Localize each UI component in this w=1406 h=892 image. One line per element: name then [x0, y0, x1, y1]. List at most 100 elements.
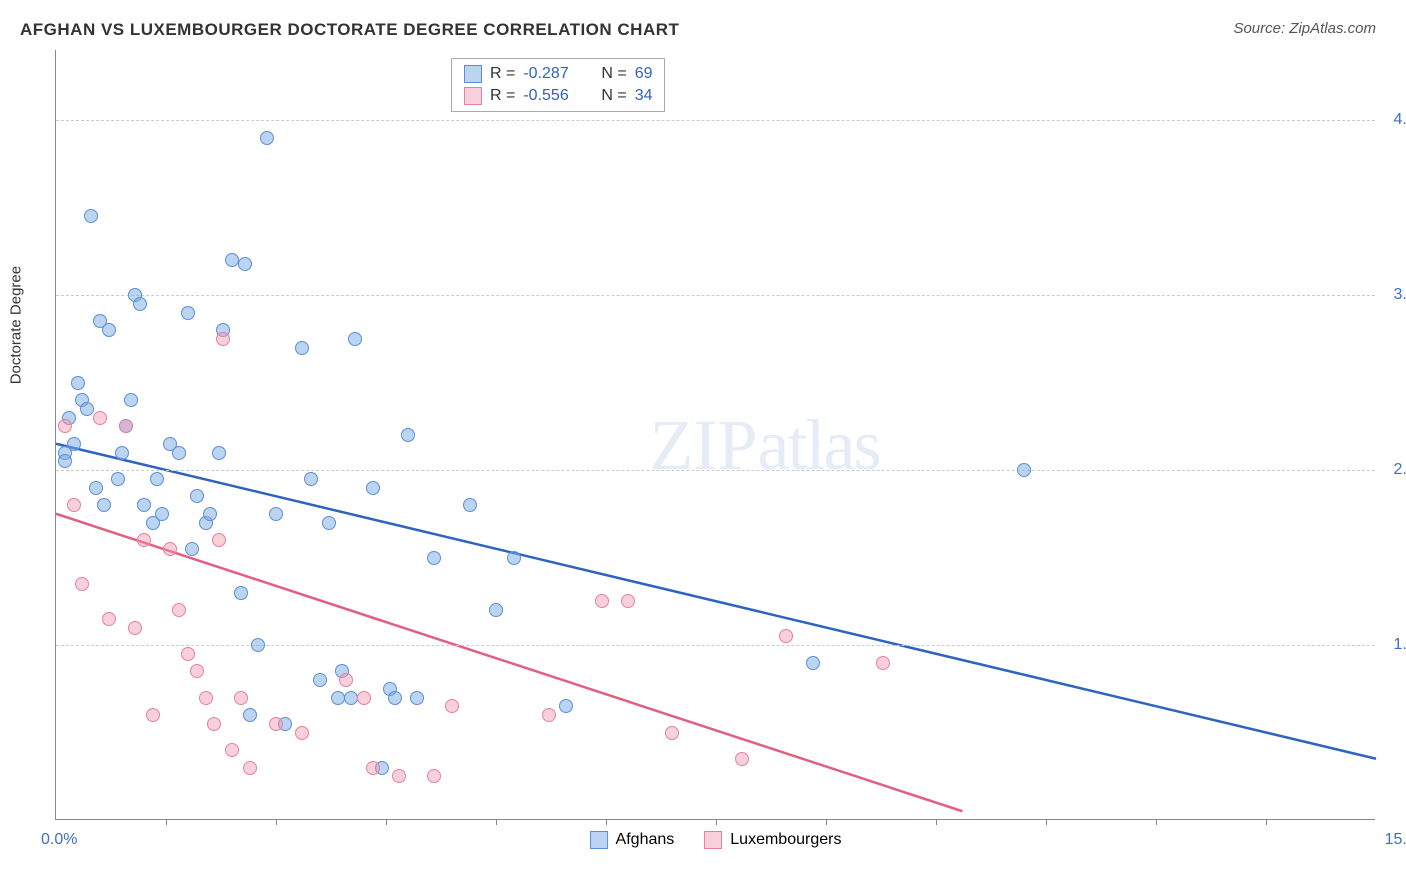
chart-plot-area: Doctorate Degree ZIPatlas R =-0.287N =69…: [55, 50, 1375, 820]
data-point: [735, 752, 749, 766]
data-point: [322, 516, 336, 530]
data-point: [243, 761, 257, 775]
data-point: [102, 612, 116, 626]
data-point: [67, 437, 81, 451]
data-point: [876, 656, 890, 670]
legend-swatch: [704, 831, 722, 849]
data-point: [115, 446, 129, 460]
data-point: [366, 481, 380, 495]
data-point: [190, 664, 204, 678]
n-value: 69: [635, 65, 653, 83]
x-tick: [386, 819, 387, 825]
data-point: [89, 481, 103, 495]
data-point: [595, 594, 609, 608]
legend-item: Luxembourgers: [704, 831, 841, 849]
n-value: 34: [635, 87, 653, 105]
data-point: [806, 656, 820, 670]
data-point: [344, 691, 358, 705]
data-point: [133, 297, 147, 311]
data-point: [216, 332, 230, 346]
r-label: R =: [490, 65, 515, 83]
data-point: [163, 542, 177, 556]
data-point: [348, 332, 362, 346]
data-point: [445, 699, 459, 713]
data-point: [155, 507, 169, 521]
data-point: [1017, 463, 1031, 477]
series-legend: Afghans Luxembourgers: [590, 831, 842, 849]
x-tick: [716, 819, 717, 825]
data-point: [212, 446, 226, 460]
data-point: [234, 691, 248, 705]
data-point: [80, 402, 94, 416]
data-point: [181, 306, 195, 320]
data-point: [269, 507, 283, 521]
data-point: [137, 533, 151, 547]
data-point: [234, 586, 248, 600]
legend-label: Luxembourgers: [730, 831, 841, 849]
data-point: [97, 498, 111, 512]
data-point: [357, 691, 371, 705]
data-point: [207, 717, 221, 731]
x-tick: [606, 819, 607, 825]
data-point: [199, 691, 213, 705]
y-tick-label: 3.0%: [1380, 286, 1406, 304]
grid-line: [56, 295, 1375, 296]
x-tick: [1156, 819, 1157, 825]
data-point: [392, 769, 406, 783]
data-point: [137, 498, 151, 512]
data-point: [665, 726, 679, 740]
data-point: [243, 708, 257, 722]
data-point: [111, 472, 125, 486]
data-point: [58, 454, 72, 468]
legend-row: R =-0.287N =69: [464, 63, 652, 85]
data-point: [410, 691, 424, 705]
data-point: [119, 419, 133, 433]
data-point: [779, 629, 793, 643]
data-point: [295, 726, 309, 740]
data-point: [212, 533, 226, 547]
data-point: [304, 472, 318, 486]
data-point: [102, 323, 116, 337]
data-point: [427, 769, 441, 783]
data-point: [507, 551, 521, 565]
x-tick: [1266, 819, 1267, 825]
y-tick-label: 2.0%: [1380, 461, 1406, 479]
data-point: [260, 131, 274, 145]
data-point: [181, 647, 195, 661]
data-point: [542, 708, 556, 722]
data-point: [489, 603, 503, 617]
data-point: [238, 257, 252, 271]
data-point: [331, 691, 345, 705]
r-value: -0.287: [523, 65, 583, 83]
data-point: [401, 428, 415, 442]
data-point: [75, 577, 89, 591]
data-point: [313, 673, 327, 687]
n-label: N =: [601, 87, 626, 105]
legend-swatch: [464, 87, 482, 105]
data-point: [225, 253, 239, 267]
grid-line: [56, 120, 1375, 121]
data-point: [146, 708, 160, 722]
legend-row: R =-0.556N =34: [464, 85, 652, 107]
data-point: [67, 498, 81, 512]
data-point: [339, 673, 353, 687]
data-point: [463, 498, 477, 512]
data-point: [93, 411, 107, 425]
data-point: [172, 446, 186, 460]
x-axis-max-label: 15.0%: [1385, 831, 1406, 849]
data-point: [366, 761, 380, 775]
x-tick: [1046, 819, 1047, 825]
data-point: [295, 341, 309, 355]
data-point: [190, 489, 204, 503]
data-point: [84, 209, 98, 223]
data-point: [251, 638, 265, 652]
legend-swatch: [464, 65, 482, 83]
y-tick-label: 4.0%: [1380, 111, 1406, 129]
data-point: [128, 621, 142, 635]
data-point: [559, 699, 573, 713]
r-value: -0.556: [523, 87, 583, 105]
legend-item: Afghans: [590, 831, 675, 849]
data-point: [621, 594, 635, 608]
legend-label: Afghans: [616, 831, 675, 849]
data-point: [150, 472, 164, 486]
